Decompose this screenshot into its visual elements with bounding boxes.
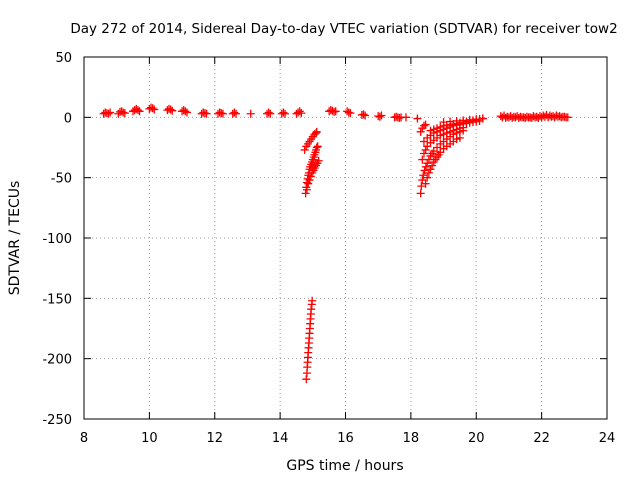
x-axis-ticks: 8 10 12 14 16 18 20 22 24	[80, 57, 615, 446]
data-point	[375, 112, 384, 121]
data-point	[346, 109, 355, 118]
data-point	[419, 149, 428, 158]
data-point	[312, 129, 321, 138]
data-point	[421, 179, 430, 188]
data-point	[295, 107, 304, 116]
data-point	[181, 107, 190, 116]
data-point	[106, 108, 115, 117]
y-tick-label: -200	[42, 353, 72, 368]
data-point	[182, 108, 191, 117]
data-point	[314, 156, 323, 165]
data-point	[426, 165, 435, 174]
data-point	[264, 108, 273, 117]
data-point	[418, 155, 427, 164]
data-point	[423, 159, 432, 168]
x-tick-label: 16	[337, 431, 354, 446]
data-point	[421, 120, 430, 129]
data-point	[312, 143, 321, 152]
data-point	[478, 114, 487, 123]
data-point	[420, 166, 429, 175]
y-tick-label: -250	[42, 413, 72, 428]
chart-title: Day 272 of 2014, Sidereal Day-to-day VTE…	[70, 21, 617, 37]
data-point	[424, 168, 433, 177]
data-point	[305, 176, 314, 185]
data-point	[331, 107, 340, 116]
data-point	[166, 105, 175, 114]
data-point	[279, 108, 288, 117]
data-point	[416, 127, 425, 136]
data-point	[301, 189, 310, 198]
data-point	[308, 296, 317, 305]
data-point	[302, 375, 311, 384]
data-point	[563, 113, 572, 122]
data-point	[297, 109, 306, 118]
data-point	[307, 305, 316, 314]
data-point	[423, 173, 432, 182]
y-tick-label: -100	[42, 232, 72, 247]
data-point	[168, 106, 177, 115]
data-point	[313, 142, 322, 151]
data-point	[230, 108, 239, 117]
data-point	[455, 133, 464, 142]
x-tick-label: 22	[533, 431, 550, 446]
data-point	[361, 111, 370, 120]
x-tick-label: 12	[206, 431, 223, 446]
data-point	[120, 109, 129, 118]
data-point	[104, 109, 113, 118]
data-point	[312, 127, 321, 136]
y-tick-label: -150	[42, 292, 72, 307]
x-tick-label: 10	[141, 431, 158, 446]
x-tick-label: 8	[80, 431, 88, 446]
data-point	[377, 111, 386, 120]
data-point	[428, 161, 437, 170]
data-points	[99, 103, 572, 384]
x-tick-label: 18	[403, 431, 420, 446]
data-point	[302, 185, 311, 194]
y-tick-label: -50	[51, 172, 72, 187]
y-tick-label: 0	[64, 111, 72, 126]
x-tick-label: 24	[599, 431, 616, 446]
x-axis-label: GPS time / hours	[286, 458, 403, 474]
data-point	[401, 113, 410, 122]
data-point	[148, 104, 157, 113]
y-tick-label: 50	[55, 51, 72, 66]
data-point	[421, 162, 430, 171]
data-point	[231, 109, 240, 118]
data-point	[359, 110, 368, 119]
data-point	[150, 105, 159, 114]
y-axis-ticks: 50 0 -50 -100 -150 -200 -250	[42, 51, 607, 428]
data-point	[416, 189, 425, 198]
data-point	[304, 179, 313, 188]
data-point	[266, 109, 275, 118]
x-tick-label: 20	[468, 431, 485, 446]
data-point	[419, 121, 428, 130]
data-point	[306, 172, 315, 181]
data-point	[300, 145, 309, 154]
data-point	[218, 109, 227, 118]
x-tick-label: 14	[272, 431, 289, 446]
data-point	[421, 145, 430, 154]
data-point	[413, 114, 422, 123]
data-point	[202, 109, 211, 118]
y-axis-label: SDTVAR / TECUs	[7, 181, 23, 296]
data-point	[246, 109, 255, 118]
data-point	[133, 106, 142, 115]
data-point	[135, 107, 144, 116]
data-point	[417, 182, 426, 191]
data-point	[281, 109, 290, 118]
